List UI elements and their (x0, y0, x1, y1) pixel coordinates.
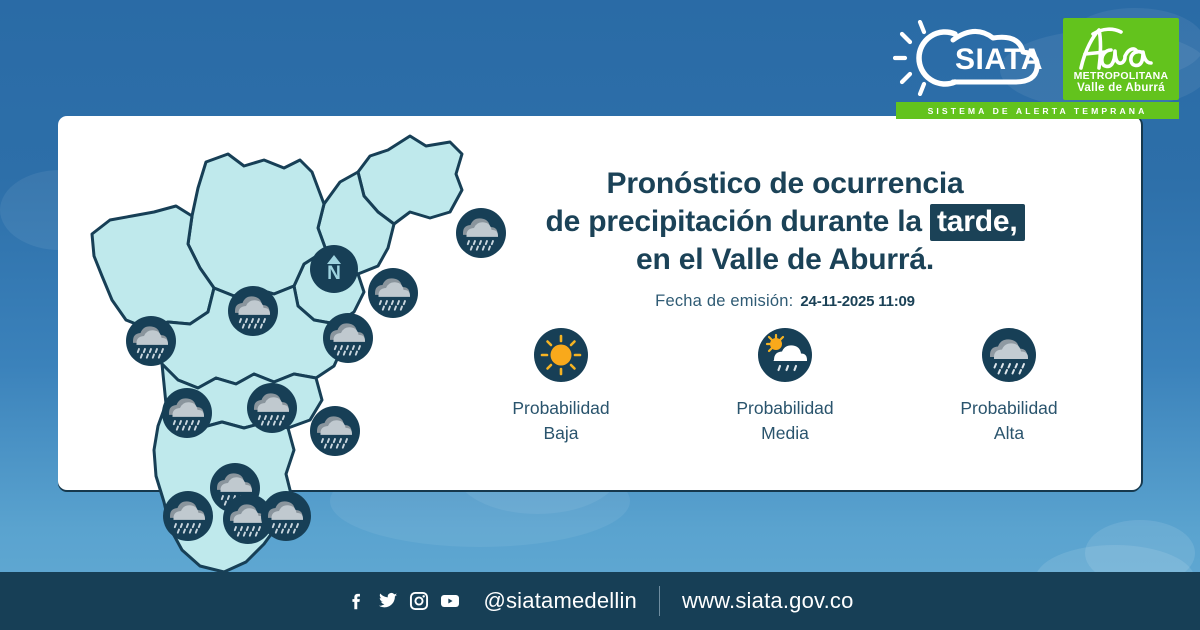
cloud-heavy-rain-icon (982, 328, 1036, 382)
header-logos: SIATA METROPOLITANA Valle de Abur (892, 14, 1188, 119)
twitter-icon[interactable] (377, 590, 399, 612)
legend-label-medium: Probabilidad Media (736, 396, 833, 446)
cloud-rain-icon (126, 316, 176, 366)
social-icon-group (346, 590, 461, 612)
headline-line-1: Pronóstico de ocurrencia (606, 167, 964, 200)
siata-logo: SIATA (892, 19, 1053, 97)
valle-de-aburra-map: N (58, 116, 506, 626)
cloud-rain-icon (163, 491, 213, 541)
emission-value: 24-11-2025 11:09 (800, 293, 915, 310)
area-metropolitana-logo: METROPOLITANA Valle de Aburrá (1063, 18, 1179, 100)
footer-divider (659, 586, 660, 616)
cloud-rain-icon (368, 268, 418, 318)
legend-label-low: Probabilidad Baja (512, 396, 609, 446)
cloud-rain-icon (323, 313, 373, 363)
legend-label-medium-line1: Probabilidad (736, 398, 834, 418)
north-arrow-head (327, 255, 341, 264)
headline-highlight: tarde, (930, 204, 1025, 241)
instagram-icon[interactable] (408, 590, 430, 612)
emission-date: Fecha de emisión: 24-11-2025 11:09 (470, 292, 1100, 311)
cloud-rain-icon (456, 208, 506, 258)
cloud-rain-icon (261, 491, 311, 541)
legend-label-low-line1: Probabilidad (512, 398, 610, 418)
headline-line-2-text: de precipitación durante la (545, 205, 930, 238)
website-url[interactable]: www.siata.gov.co (682, 588, 854, 613)
cloud-rain-icon (247, 383, 297, 433)
legend-label-high: Probabilidad Alta (960, 396, 1057, 446)
headline-block: Pronóstico de ocurrencia de precipitació… (470, 165, 1100, 311)
siata-tagline-text: SISTEMA DE ALERTA TEMPRANA (927, 105, 1148, 116)
legend-label-high-line1: Probabilidad (960, 398, 1058, 418)
legend-label-high-line2: Alta (993, 423, 1025, 443)
youtube-icon[interactable] (439, 590, 461, 612)
social-handle[interactable]: @siatamedellin (483, 588, 637, 613)
siata-tagline-bar: SISTEMA DE ALERTA TEMPRANA (896, 102, 1179, 119)
cloud-rain-icon (228, 286, 278, 336)
sun-cloud-rain-icon (758, 328, 812, 382)
probability-legend: Probabilidad Baja (470, 328, 1100, 446)
legend-item-high: Probabilidad Alta (944, 328, 1074, 446)
legend-label-low-line2: Baja (543, 423, 579, 443)
north-arrow-icon: N (310, 245, 358, 293)
legend-item-low: Probabilidad Baja (496, 328, 626, 446)
area-logo-line2: Valle de Aburrá (1077, 82, 1165, 94)
headline-line-2: de precipitación durante la tarde, (470, 203, 1100, 241)
sun-icon (534, 328, 588, 382)
north-arrow-label: N (327, 263, 341, 284)
legend-item-medium: Probabilidad Media (720, 328, 850, 446)
headline-line-3: en el Valle de Aburrá. (636, 243, 934, 276)
legend-label-medium-line2: Media (761, 423, 809, 443)
area-logo-line1: METROPOLITANA (1073, 70, 1169, 82)
area-script-word (1063, 24, 1179, 70)
svg-text:SIATA: SIATA (955, 43, 1043, 76)
cloud-rain-icon (310, 406, 360, 456)
cloud-rain-icon (162, 388, 212, 438)
footer-bar: @siatamedellin www.siata.gov.co (0, 572, 1200, 630)
emission-label: Fecha de emisión: (655, 292, 794, 310)
facebook-icon[interactable] (346, 590, 368, 612)
